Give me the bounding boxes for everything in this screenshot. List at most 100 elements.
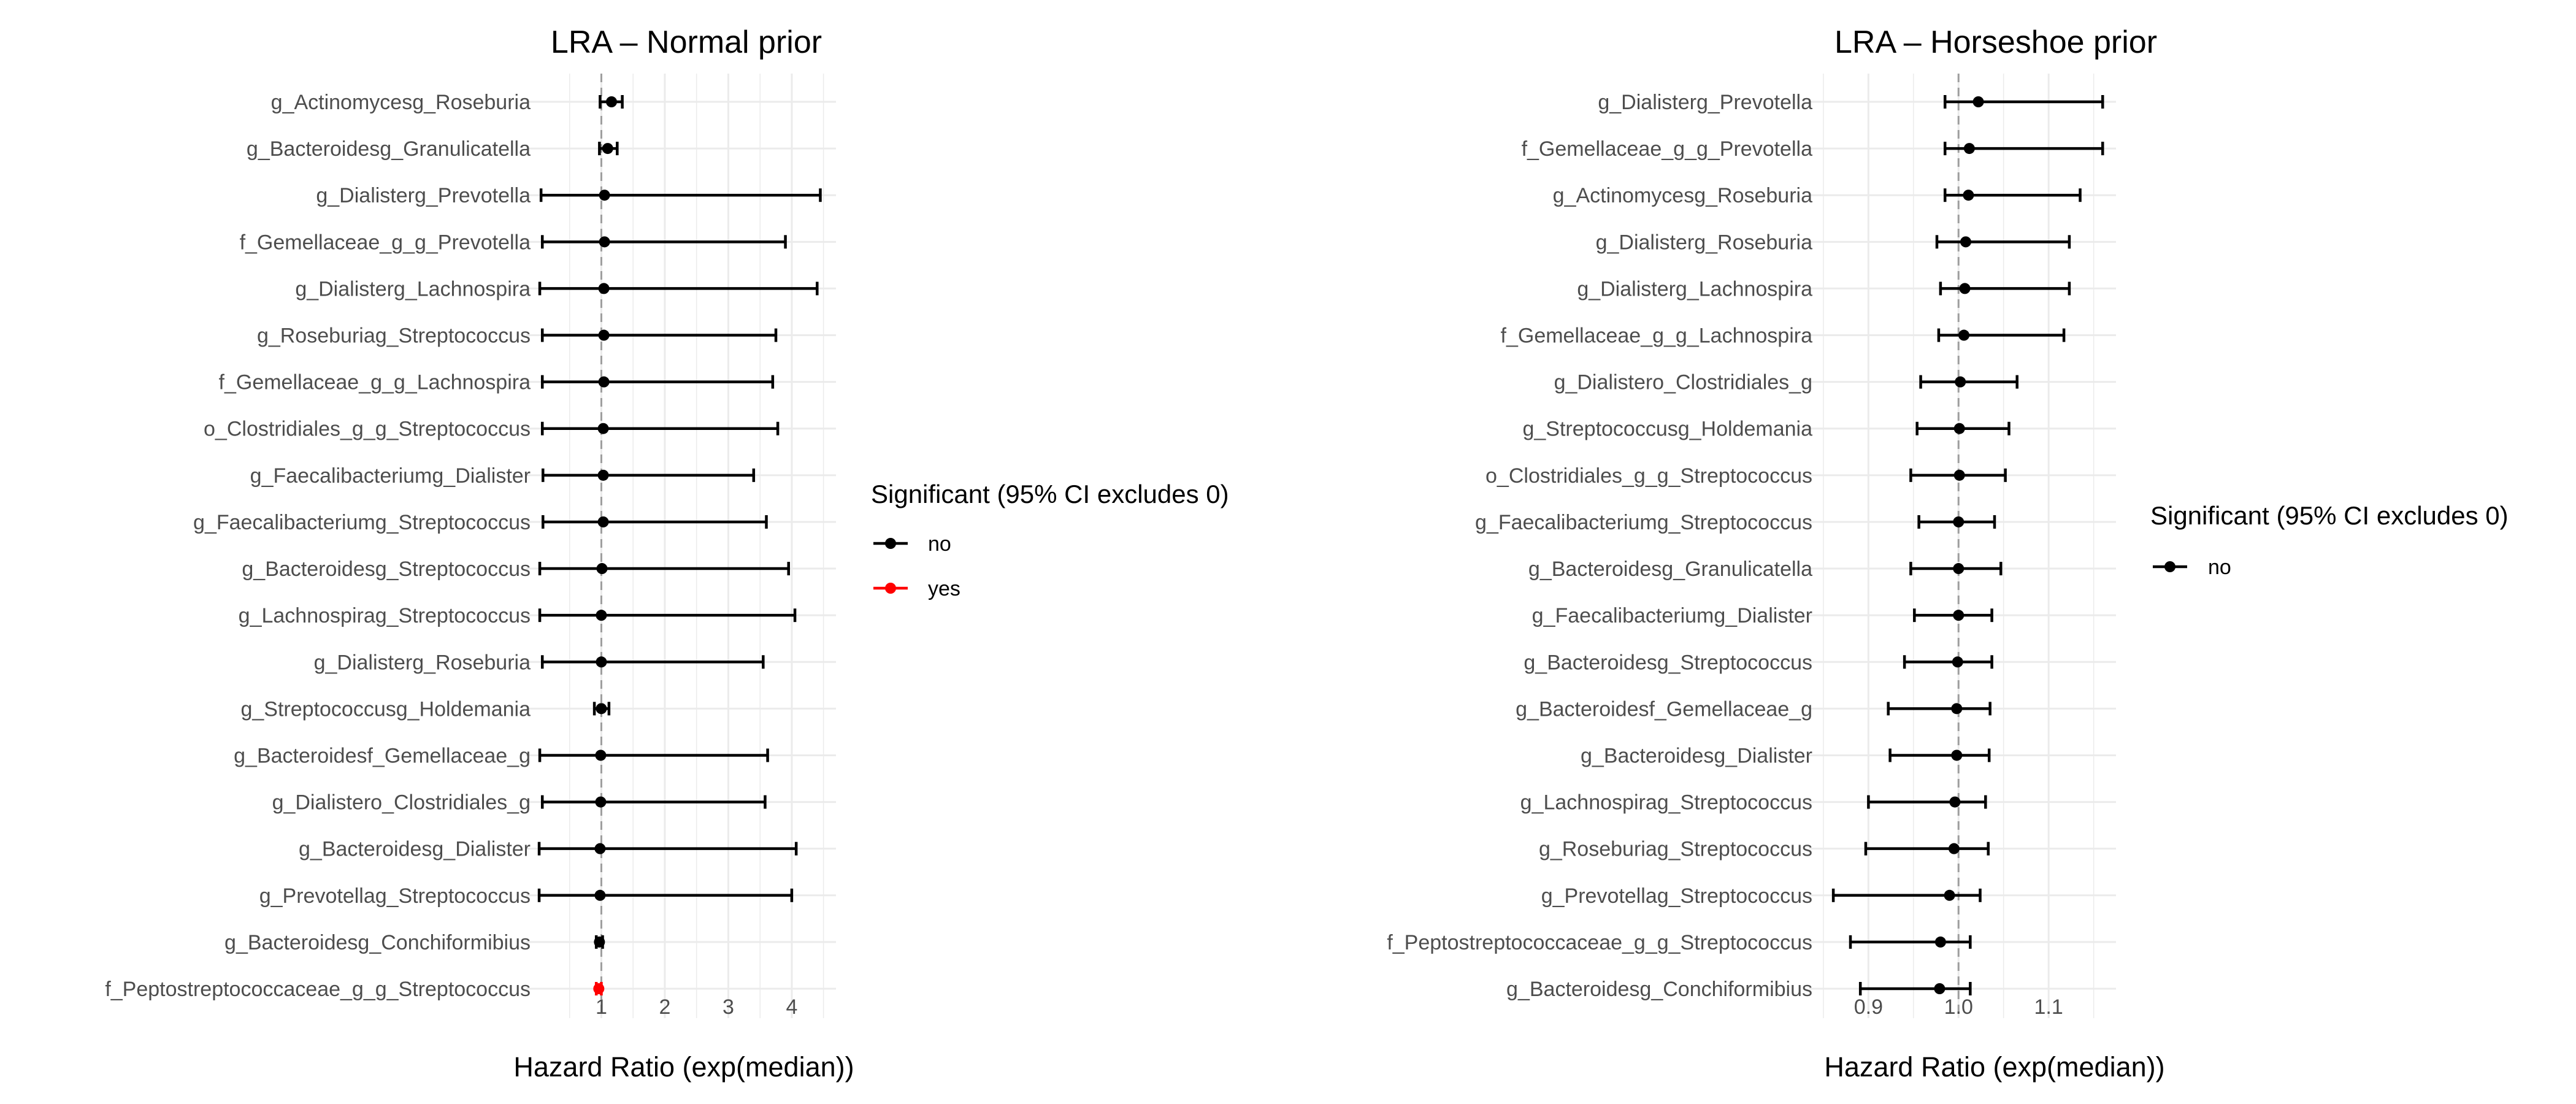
y-tick-label: g_Dialistero_Clostridiales_g xyxy=(1554,371,1812,394)
estimate-point xyxy=(597,469,609,481)
y-tick-label: g_Roseburiag_Streptococcus xyxy=(257,324,531,348)
estimate-point xyxy=(1953,423,1965,434)
estimate-point xyxy=(597,423,609,434)
estimate-point xyxy=(602,143,613,155)
estimate-point xyxy=(596,656,607,668)
estimate-point xyxy=(1934,936,1946,948)
y-tick-label: g_Dialisterg_Lachnospira xyxy=(295,277,531,301)
y-tick-label: g_Dialisterg_Prevotella xyxy=(316,184,531,207)
y-tick-label: g_Bacteroidesg_Conchiformibius xyxy=(1506,978,1812,1001)
estimate-point xyxy=(1960,236,1971,248)
estimate-point xyxy=(594,843,606,854)
legend-title: Significant (95% CI excludes 0) xyxy=(871,480,1229,508)
panel-title: LRA – Normal prior xyxy=(551,25,822,60)
panel-title: LRA – Horseshoe prior xyxy=(1834,25,2157,60)
estimate-point xyxy=(594,889,606,901)
y-tick-label: f_Gemellaceae_g_g_Lachnospira xyxy=(219,371,531,394)
estimate-point xyxy=(599,190,610,201)
y-tick-label: g_Lachnospirag_Streptococcus xyxy=(1520,791,1812,815)
y-tick-label: f_Gemellaceae_g_g_Lachnospira xyxy=(1501,324,1813,348)
y-tick-label: g_Actinomycesg_Roseburia xyxy=(1553,184,1812,207)
plot-area: g_Actinomycesg_Roseburia g_Bacteroidesg_G… xyxy=(105,74,836,1019)
y-tick-label: o_Clostridiales_g_g_Streptococcus xyxy=(204,418,531,441)
estimate-point xyxy=(596,610,607,621)
legend-key-point xyxy=(885,538,896,549)
legend-title: Significant (95% CI excludes 0) xyxy=(2150,501,2509,530)
estimate-point xyxy=(1951,703,1963,715)
estimate-point xyxy=(1953,563,1965,575)
estimate-point xyxy=(1963,190,1974,201)
y-tick-label: g_Bacteroidesg_Conchiformibius xyxy=(224,931,531,954)
y-tick-label: g_Dialisterg_Lachnospira xyxy=(1577,277,1812,301)
x-tick-label: 2 xyxy=(659,995,670,1019)
y-tick-label: g_Lachnospirag_Streptococcus xyxy=(239,604,531,627)
legend: Significant (95% CI excludes 0) no xyxy=(2150,501,2509,579)
y-tick-label: g_Bacteroidesg_Streptococcus xyxy=(1524,651,1812,674)
estimate-point xyxy=(593,983,605,994)
y-tick-label: g_Faecalibacteriumg_Dialister xyxy=(1532,604,1812,627)
x-axis-title: Hazard Ratio (exp(median)) xyxy=(1824,1051,2164,1083)
estimate-point xyxy=(1953,610,1965,621)
y-tick-label: g_Dialisterg_Roseburia xyxy=(314,651,531,674)
normal-prior-panel: LRA – Normal prior g_Actinomycesg_Rosebu… xyxy=(105,25,1229,1083)
estimate-point xyxy=(1963,143,1975,155)
y-tick-label: g_Streptococcusg_Holdemania xyxy=(240,697,531,721)
plot-area: g_Dialisterg_Prevotella f_Gemellaceae_g_g… xyxy=(1387,74,2116,1019)
estimate-point xyxy=(595,796,607,808)
estimate-point xyxy=(1952,656,1963,668)
y-tick-label: g_Prevotellag_Streptococcus xyxy=(259,884,531,908)
y-tick-label: g_Streptococcusg_Holdemania xyxy=(1522,418,1812,441)
y-tick-label: g_Faecalibacteriumg_Streptococcus xyxy=(1475,511,1812,534)
x-axis-title: Hazard Ratio (exp(median)) xyxy=(513,1051,854,1083)
y-tick-label: g_Actinomycesg_Roseburia xyxy=(271,91,531,114)
y-tick-label: o_Clostridiales_g_g_Streptococcus xyxy=(1485,464,1812,488)
horseshoe-prior-panel: LRA – Horseshoe prior g_Dialisterg_Prevo… xyxy=(1387,25,2508,1083)
y-tick-label: g_Faecalibacteriumg_Streptococcus xyxy=(193,511,531,534)
estimate-point xyxy=(596,703,607,715)
estimate-point xyxy=(1959,283,1971,294)
y-tick-label: g_Dialisterg_Prevotella xyxy=(1598,91,1812,114)
x-tick-label: 0.9 xyxy=(1854,995,1883,1019)
y-tick-label: g_Bacteroidesg_Streptococcus xyxy=(242,558,531,581)
estimate-point xyxy=(1953,469,1965,481)
y-tick-label: g_Bacteroidesg_Granulicatella xyxy=(247,137,531,161)
legend: Significant (95% CI excludes 0) no yes xyxy=(871,480,1229,600)
estimate-point xyxy=(1934,983,1945,994)
estimate-point xyxy=(1953,516,1965,527)
estimate-point xyxy=(595,749,607,761)
legend-key-point xyxy=(885,583,896,594)
y-tick-label: f_Peptostreptococcaceae_g_g_Streptococcu… xyxy=(105,978,531,1001)
y-tick-label: f_Gemellaceae_g_g_Prevotella xyxy=(240,231,531,254)
legend-label: no xyxy=(2208,556,2231,579)
x-tick-label: 4 xyxy=(786,995,797,1019)
y-tick-label: g_Roseburiag_Streptococcus xyxy=(1539,838,1812,861)
estimate-point xyxy=(1958,329,1970,341)
y-tick-label: g_Faecalibacteriumg_Dialister xyxy=(250,464,531,488)
estimate-point xyxy=(1951,749,1963,761)
x-tick-label: 1.0 xyxy=(1944,995,1973,1019)
y-tick-label: g_Bacteroidesg_Dialister xyxy=(299,838,531,861)
estimate-point xyxy=(599,236,610,248)
legend-label: yes xyxy=(928,577,960,600)
estimate-point xyxy=(596,563,608,575)
estimate-point xyxy=(1972,96,1984,107)
x-tick-label: 1 xyxy=(596,995,607,1019)
estimate-point xyxy=(1948,843,1960,854)
estimate-point xyxy=(594,936,605,948)
y-tick-label: g_Dialisterg_Roseburia xyxy=(1596,231,1813,254)
estimate-point xyxy=(606,96,618,107)
estimate-point xyxy=(1955,376,1966,388)
y-tick-label: f_Gemellaceae_g_g_Prevotella xyxy=(1522,137,1813,161)
legend-label: no xyxy=(928,532,951,556)
estimate-point xyxy=(597,516,609,527)
x-tick-label: 3 xyxy=(723,995,734,1019)
y-tick-label: g_Prevotellag_Streptococcus xyxy=(1541,884,1812,908)
estimate-point xyxy=(598,329,610,341)
y-tick-label: g_Bacteroidesf_Gemellaceae_g xyxy=(1516,697,1812,721)
y-tick-label: f_Peptostreptococcaceae_g_g_Streptococcu… xyxy=(1387,931,1812,954)
estimate-point xyxy=(1949,796,1961,808)
y-tick-label: g_Dialistero_Clostridiales_g xyxy=(272,791,531,815)
y-tick-label: g_Bacteroidesg_Dialister xyxy=(1581,744,1812,767)
legend-key-point xyxy=(2164,561,2175,572)
